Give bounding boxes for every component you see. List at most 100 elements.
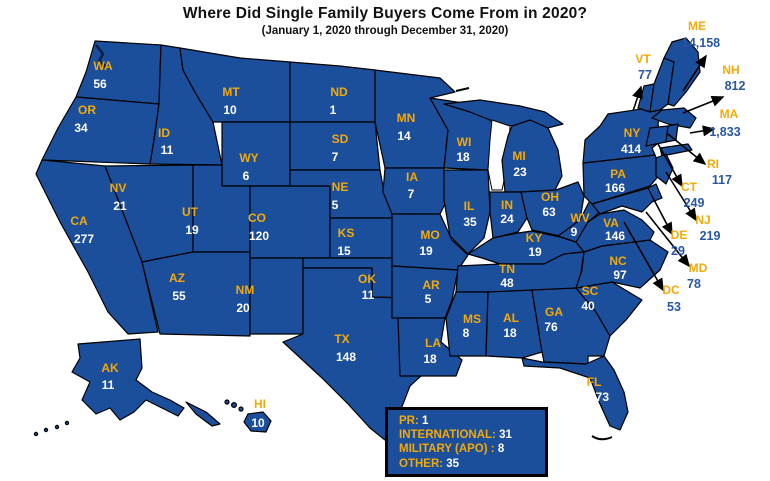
state-value-ny: 414 xyxy=(621,142,641,156)
state-value-ky: 19 xyxy=(528,245,542,259)
state-value-oh: 63 xyxy=(542,205,556,219)
state-label-ks: KS xyxy=(338,226,355,240)
callout-value-vt: 77 xyxy=(638,68,652,82)
state-shape-me xyxy=(663,37,701,107)
state-value-ia: 7 xyxy=(408,187,415,201)
callout-arrow-me xyxy=(682,54,707,92)
state-value-ca: 277 xyxy=(74,232,94,246)
state-label-wv: WV xyxy=(570,211,589,225)
state-label-ok: OK xyxy=(358,272,376,286)
state-value-id: 11 xyxy=(161,143,174,157)
legend-box: PR: 1 INTERNATIONAL: 31 MILITARY (APO) : 8… xyxy=(385,407,548,477)
state-value-ne: 5 xyxy=(332,198,339,212)
legend-row-2: MILITARY (APO) : 8 xyxy=(399,442,545,456)
legend-row-3: OTHER: 35 xyxy=(399,457,545,471)
callout-value-dc: 53 xyxy=(667,300,681,314)
state-label-or: OR xyxy=(78,103,96,117)
callout-arrow-dc xyxy=(623,221,664,292)
callout-arrow-md xyxy=(645,211,690,268)
state-label-wy: WY xyxy=(239,151,258,165)
state-value-sc: 40 xyxy=(581,299,595,313)
callout-arrow-nh xyxy=(682,95,725,114)
state-shape-ak xyxy=(71,338,185,421)
state-value-nd: 1 xyxy=(330,103,337,117)
hawaii-island xyxy=(231,402,238,409)
state-value-wi: 18 xyxy=(456,150,470,164)
state-value-fl: 373 xyxy=(589,390,609,404)
legend-label: PR: xyxy=(399,415,419,427)
isle-royale xyxy=(455,87,470,92)
state-value-mi: 23 xyxy=(513,165,527,179)
state-label-sc: SC xyxy=(582,284,599,298)
state-label-mi: MI xyxy=(512,149,525,163)
state-label-ne: NE xyxy=(332,180,349,194)
state-label-sd: SD xyxy=(332,132,349,146)
state-value-hi: 10 xyxy=(251,416,265,430)
state-value-ga: 76 xyxy=(544,320,558,334)
state-label-va: VA xyxy=(603,216,619,230)
state-label-ga: GA xyxy=(545,305,563,319)
callout-value-nh: 812 xyxy=(725,79,746,93)
callout-value-md: 78 xyxy=(687,277,701,291)
callout-value-me: 14,158 xyxy=(682,36,720,50)
hawaii-island xyxy=(238,406,244,412)
state-value-az: 55 xyxy=(172,289,186,303)
callout-arrow-de xyxy=(651,195,673,236)
state-label-ak: AK xyxy=(101,361,119,375)
state-value-mo: 19 xyxy=(419,244,433,258)
state-label-ca: CA xyxy=(70,214,88,228)
state-label-al: AL xyxy=(503,311,519,325)
state-shape-ri xyxy=(665,123,679,143)
state-label-wi: WI xyxy=(457,135,472,149)
callout-label-nh: NH xyxy=(722,63,739,77)
callout-value-nj: 219 xyxy=(700,229,721,243)
state-label-tn: TN xyxy=(499,262,515,276)
callout-label-de: DE xyxy=(671,228,688,242)
state-value-la: 18 xyxy=(423,352,437,366)
state-value-nm: 20 xyxy=(236,301,250,315)
state-value-ok: 11 xyxy=(362,288,375,302)
state-value-in: 24 xyxy=(500,212,514,226)
callout-label-ct: CT xyxy=(681,180,698,194)
hawaii-island xyxy=(224,399,230,405)
callout-value-ma: 1,833 xyxy=(709,125,740,139)
state-value-il: 35 xyxy=(463,215,477,229)
state-shape-al xyxy=(485,289,543,359)
state-label-in: IN xyxy=(501,198,513,212)
aleutian-island xyxy=(43,427,49,433)
chart-subtitle: (January 1, 2020 through December 31, 20… xyxy=(261,25,509,37)
aleutian-island xyxy=(33,431,39,437)
legend-label: INTERNATIONAL: xyxy=(399,429,496,442)
state-label-la: LA xyxy=(425,336,441,350)
ak-southeast-islands xyxy=(185,401,221,427)
state-value-or: 34 xyxy=(74,121,88,135)
state-label-nv: NV xyxy=(110,181,127,195)
state-value-al: 18 xyxy=(503,326,517,340)
legend-row-0: PR: 1 xyxy=(399,414,545,428)
header: Where Did Single Family Buyers Come From… xyxy=(0,5,770,37)
state-shape-md xyxy=(591,187,655,215)
state-label-pa: PA xyxy=(610,167,626,181)
state-label-il: IL xyxy=(464,199,475,213)
state-value-ms: 8 xyxy=(463,326,470,340)
state-shape-wa xyxy=(75,40,162,105)
state-label-hi: HI xyxy=(254,397,266,411)
state-value-ks: 15 xyxy=(337,244,351,258)
legend-label: MILITARY (APO) : xyxy=(399,443,495,456)
state-shape-fl xyxy=(521,355,629,431)
state-label-nc: NC xyxy=(609,254,627,268)
state-label-oh: OH xyxy=(541,190,559,204)
puget-sound-detail xyxy=(95,44,107,68)
state-label-az: AZ xyxy=(169,271,185,285)
state-label-nd: ND xyxy=(330,85,348,99)
state-shape-az xyxy=(141,251,251,337)
state-value-wy: 6 xyxy=(243,169,250,183)
state-label-ut: UT xyxy=(182,205,199,219)
callout-arrow-nj xyxy=(665,171,697,222)
state-value-wv: 9 xyxy=(571,225,578,239)
state-label-nm: NM xyxy=(236,283,255,297)
state-value-nc: 97 xyxy=(613,268,627,282)
state-value-sd: 7 xyxy=(332,150,339,164)
